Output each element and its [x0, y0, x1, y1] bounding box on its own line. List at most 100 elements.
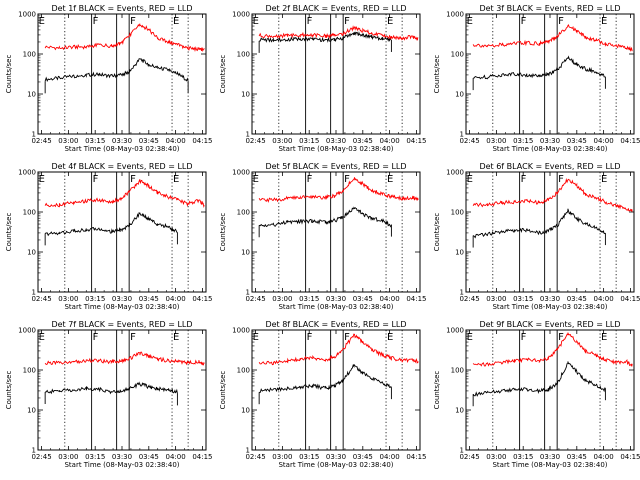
attenuator-flag: E	[387, 16, 393, 27]
detector-panel-9: Det 9f BLACK = Events, RED = LLD 1 10 100 10…	[433, 320, 640, 469]
y-tick-label: 1000	[446, 169, 464, 177]
y-axis-label: Counts/sec	[433, 371, 441, 410]
y-tick-label: 10	[241, 407, 250, 415]
y-tick-label: 100	[451, 51, 464, 59]
y-tick-label: 100	[23, 209, 36, 217]
x-tick-label: 04:00	[594, 295, 614, 303]
y-tick-label: 10	[27, 91, 36, 99]
y-axis-label: Counts/sec	[433, 213, 441, 252]
x-tick-label: 03:30	[540, 137, 560, 145]
attenuator-flag: F	[130, 332, 136, 343]
x-tick-label: 03:00	[272, 137, 292, 145]
attenuator-flag: F	[130, 16, 136, 27]
y-axis-label: Counts/sec	[5, 55, 13, 94]
panel-title: Det 1f BLACK = Events, RED = LLD	[51, 4, 192, 13]
attenuator-flag: E	[173, 174, 179, 185]
detector-panel-7: Det 7f BLACK = Events, RED = LLD 1 10 100 10…	[5, 320, 213, 469]
x-tick-label: 04:15	[406, 137, 426, 145]
y-tick-label: 1	[460, 131, 464, 139]
x-tick-label: 03:30	[326, 137, 346, 145]
detector-panel-1: Det 1f BLACK = Events, RED = LLD 1 10 100 10…	[5, 4, 213, 153]
events-series-line	[259, 31, 392, 43]
x-tick-label: 03:15	[513, 137, 533, 145]
x-tick-label: 03:45	[353, 453, 373, 461]
detector-panel-2: Det 2f BLACK = Events, RED = LLD 1 10 100 10…	[219, 4, 427, 153]
attenuator-flag: E	[467, 16, 473, 27]
attenuator-flag: F	[521, 16, 527, 27]
x-axis-label: Start Time (08-May-03 02:38:40)	[64, 461, 179, 469]
attenuator-flag: E	[39, 332, 45, 343]
attenuator-flag: E	[253, 174, 259, 185]
attenuator-flag: E	[253, 332, 259, 343]
x-tick-label: 04:15	[620, 137, 640, 145]
x-tick-label: 03:30	[112, 137, 132, 145]
attenuator-flag: F	[307, 16, 313, 27]
y-axis-label: Counts/sec	[219, 55, 227, 94]
x-tick-label: 04:15	[406, 295, 426, 303]
x-tick-label: 04:15	[406, 453, 426, 461]
panel-title: Det 2f BLACK = Events, RED = LLD	[265, 4, 406, 13]
y-tick-label: 1	[32, 131, 36, 139]
x-axis-label: Start Time (08-May-03 02:38:40)	[278, 145, 393, 153]
x-tick-label: 02:45	[245, 137, 265, 145]
y-tick-label: 1	[460, 447, 464, 455]
x-tick-label: 02:45	[245, 295, 265, 303]
x-tick-label: 03:30	[540, 453, 560, 461]
lld-series-line	[258, 333, 419, 366]
events-series-line	[258, 206, 392, 228]
x-tick-label: 04:00	[166, 137, 186, 145]
attenuator-flag: F	[307, 332, 313, 343]
x-tick-label: 04:00	[380, 295, 400, 303]
attenuator-flag: E	[467, 174, 473, 185]
attenuator-flag: F	[558, 16, 564, 27]
x-tick-label: 03:00	[486, 137, 506, 145]
y-tick-label: 1000	[18, 11, 36, 19]
x-tick-label: 03:00	[272, 453, 292, 461]
y-axis-label: Counts/sec	[433, 55, 441, 94]
x-axis-label: Start Time (08-May-03 02:38:40)	[492, 461, 607, 469]
y-tick-label: 100	[451, 367, 464, 375]
lld-series-line	[44, 23, 205, 53]
y-tick-label: 10	[455, 407, 464, 415]
panel-title: Det 7f BLACK = Events, RED = LLD	[51, 320, 192, 329]
x-tick-label: 03:45	[353, 295, 373, 303]
y-tick-label: 10	[241, 91, 250, 99]
x-tick-label: 04:00	[380, 137, 400, 145]
x-tick-label: 03:00	[272, 295, 292, 303]
y-tick-label: 100	[23, 367, 36, 375]
y-tick-label: 1	[32, 447, 36, 455]
events-series-line	[472, 208, 606, 239]
x-axis-label: Start Time (08-May-03 02:38:40)	[492, 145, 607, 153]
y-tick-label: 1	[246, 289, 250, 297]
x-tick-label: 03:45	[567, 295, 587, 303]
y-tick-label: 1000	[232, 327, 250, 335]
attenuator-flag: E	[39, 16, 45, 27]
panel-title: Det 8f BLACK = Events, RED = LLD	[265, 320, 406, 329]
attenuator-flag: F	[521, 332, 527, 343]
x-tick-label: 02:45	[31, 453, 51, 461]
x-tick-label: 04:00	[166, 295, 186, 303]
y-tick-label: 1	[246, 131, 250, 139]
x-axis-label: Start Time (08-May-03 02:38:40)	[492, 303, 607, 311]
attenuator-flag: F	[344, 332, 350, 343]
x-tick-label: 03:15	[299, 137, 319, 145]
y-axis-label: Counts/sec	[5, 213, 13, 252]
attenuator-flag: F	[93, 174, 99, 185]
attenuator-flag: E	[173, 332, 179, 343]
y-tick-label: 100	[237, 367, 250, 375]
x-axis-label: Start Time (08-May-03 02:38:40)	[64, 303, 179, 311]
x-tick-label: 03:30	[540, 295, 560, 303]
y-axis-label: Counts/sec	[219, 213, 227, 252]
y-tick-label: 1000	[18, 327, 36, 335]
attenuator-flag: E	[173, 16, 179, 27]
y-tick-label: 1000	[232, 11, 250, 19]
lld-series-line	[44, 179, 205, 209]
events-series-line	[258, 363, 392, 394]
y-axis-label: Counts/sec	[5, 371, 13, 410]
x-tick-label: 04:00	[166, 453, 186, 461]
y-tick-label: 10	[27, 249, 36, 257]
x-tick-label: 03:30	[326, 295, 346, 303]
attenuator-flag: F	[558, 332, 564, 343]
x-tick-label: 02:45	[459, 137, 479, 145]
